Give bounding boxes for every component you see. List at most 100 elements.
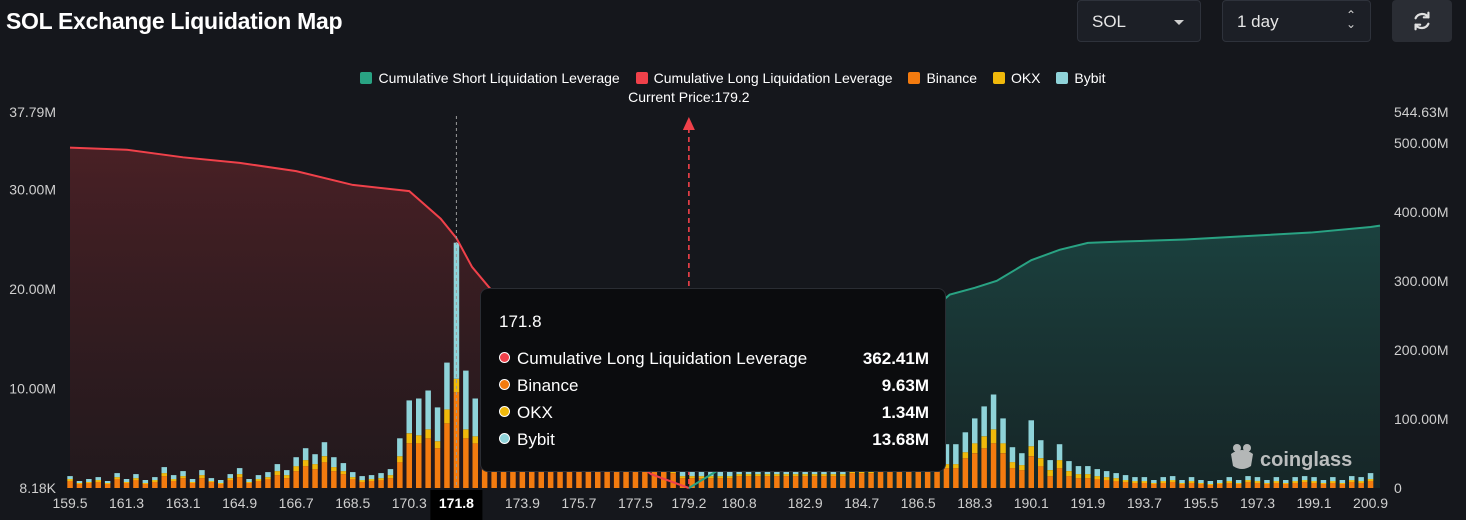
bar-binance xyxy=(708,478,714,488)
bar-binance xyxy=(1273,483,1280,488)
bar-okx xyxy=(1094,476,1100,480)
y-right-tick-label: 100.00M xyxy=(1394,411,1448,427)
bar-bybit xyxy=(284,470,290,476)
legend-item-binance[interactable]: Binance xyxy=(908,70,977,86)
legend-label-bybit: Bybit xyxy=(1074,70,1106,86)
bar-binance xyxy=(199,478,205,488)
bar-okx xyxy=(1292,481,1298,483)
bar-bybit xyxy=(1254,477,1261,482)
y-left-tick-label: 10.00M xyxy=(9,381,56,397)
bar-okx xyxy=(802,474,808,477)
bar-bybit xyxy=(161,467,167,474)
bar-binance xyxy=(727,478,733,488)
bar-bybit xyxy=(76,481,83,483)
x-tick-label: 191.9 xyxy=(1070,495,1105,511)
bar-okx xyxy=(1188,481,1195,483)
bar-bybit xyxy=(1132,477,1138,482)
bar-binance xyxy=(208,482,215,488)
bar-binance xyxy=(858,473,865,488)
x-tick-label: 171.8 xyxy=(439,495,474,511)
bar-binance xyxy=(368,481,375,488)
bar-okx xyxy=(1320,483,1327,484)
bar-bybit xyxy=(302,448,309,461)
bar-binance xyxy=(604,468,610,488)
bar-binance xyxy=(642,468,648,488)
bar-bybit xyxy=(1330,477,1336,482)
bar-binance xyxy=(877,468,884,488)
x-tick-label: 179.2 xyxy=(671,495,706,511)
bar-okx xyxy=(1056,460,1063,469)
tooltip-label: Bybit xyxy=(517,430,555,449)
bar-bybit xyxy=(953,444,959,465)
bar-binance xyxy=(924,468,931,488)
symbol-select[interactable]: SOL xyxy=(1077,0,1201,42)
bar-binance xyxy=(576,468,582,488)
bar-okx xyxy=(1085,474,1091,479)
bar-bybit xyxy=(114,473,120,478)
bar-bybit xyxy=(340,463,347,472)
bar-okx xyxy=(821,474,827,477)
bar-okx xyxy=(1103,477,1110,481)
bar-binance xyxy=(152,482,158,488)
bar-bybit xyxy=(1038,440,1044,459)
tooltip-label: Cumulative Long Liquidation Leverage xyxy=(517,349,808,368)
coinglass-logo-icon xyxy=(1231,444,1253,469)
bar-bybit xyxy=(152,477,158,481)
bar-binance xyxy=(302,466,309,488)
x-tick-label: 175.7 xyxy=(561,495,596,511)
bar-binance xyxy=(962,458,969,488)
refresh-button[interactable] xyxy=(1392,0,1452,42)
bar-bybit xyxy=(981,406,987,437)
bar-okx xyxy=(397,456,403,463)
bar-okx xyxy=(123,482,130,483)
updown-chevron-icon: ⌃ ⌄ xyxy=(1345,8,1356,31)
bar-okx xyxy=(416,435,422,444)
bar-okx xyxy=(1207,484,1214,485)
bar-okx xyxy=(180,476,186,479)
bar-bybit xyxy=(1141,477,1148,482)
bar-bybit xyxy=(387,469,394,476)
bar-bybit xyxy=(67,476,73,480)
bar-bybit xyxy=(218,480,224,483)
bar-binance xyxy=(887,468,893,488)
refresh-icon xyxy=(1414,11,1430,31)
bar-okx xyxy=(1273,481,1280,483)
tooltip-dot-okx xyxy=(499,406,510,417)
bar-okx xyxy=(472,436,478,444)
bar-okx xyxy=(1000,443,1006,454)
bar-binance xyxy=(76,484,83,488)
legend-item-okx[interactable]: OKX xyxy=(992,70,1041,86)
x-tick-label: 177.5 xyxy=(618,495,653,511)
bar-okx xyxy=(350,477,356,480)
bar-bybit xyxy=(331,457,337,468)
bar-bybit xyxy=(1349,476,1355,481)
bar-bybit xyxy=(1283,480,1289,483)
bar-binance xyxy=(840,476,846,488)
bar-binance xyxy=(1019,470,1025,488)
legend-item-short[interactable]: Cumulative Short Liquidation Leverage xyxy=(360,70,620,86)
bar-okx xyxy=(783,474,789,477)
bar-binance xyxy=(1254,483,1261,488)
bar-bybit xyxy=(1122,475,1129,481)
bar-bybit xyxy=(1358,477,1364,482)
bar-binance xyxy=(416,443,422,488)
bar-binance xyxy=(1188,483,1195,488)
legend-item-bybit[interactable]: Bybit xyxy=(1056,70,1106,86)
bar-bybit xyxy=(1000,418,1006,444)
bar-binance xyxy=(774,476,780,488)
bar-okx xyxy=(255,479,262,481)
bar-okx xyxy=(745,474,752,477)
chevron-down-icon xyxy=(1174,20,1184,25)
bar-okx xyxy=(321,456,328,463)
y-right-tick-label: 544.63M xyxy=(1394,104,1448,120)
bar-okx xyxy=(774,474,780,477)
bar-binance xyxy=(529,468,535,488)
bar-bybit xyxy=(199,470,205,476)
bar-binance xyxy=(293,471,299,488)
bar-binance xyxy=(1113,481,1119,488)
legend-swatch-bybit xyxy=(1056,72,1069,84)
bar-okx xyxy=(161,473,167,477)
interval-select[interactable]: 1 day ⌃ ⌄ xyxy=(1222,0,1371,42)
bar-binance xyxy=(792,476,799,488)
legend-item-long[interactable]: Cumulative Long Liquidation Leverage xyxy=(635,70,893,86)
